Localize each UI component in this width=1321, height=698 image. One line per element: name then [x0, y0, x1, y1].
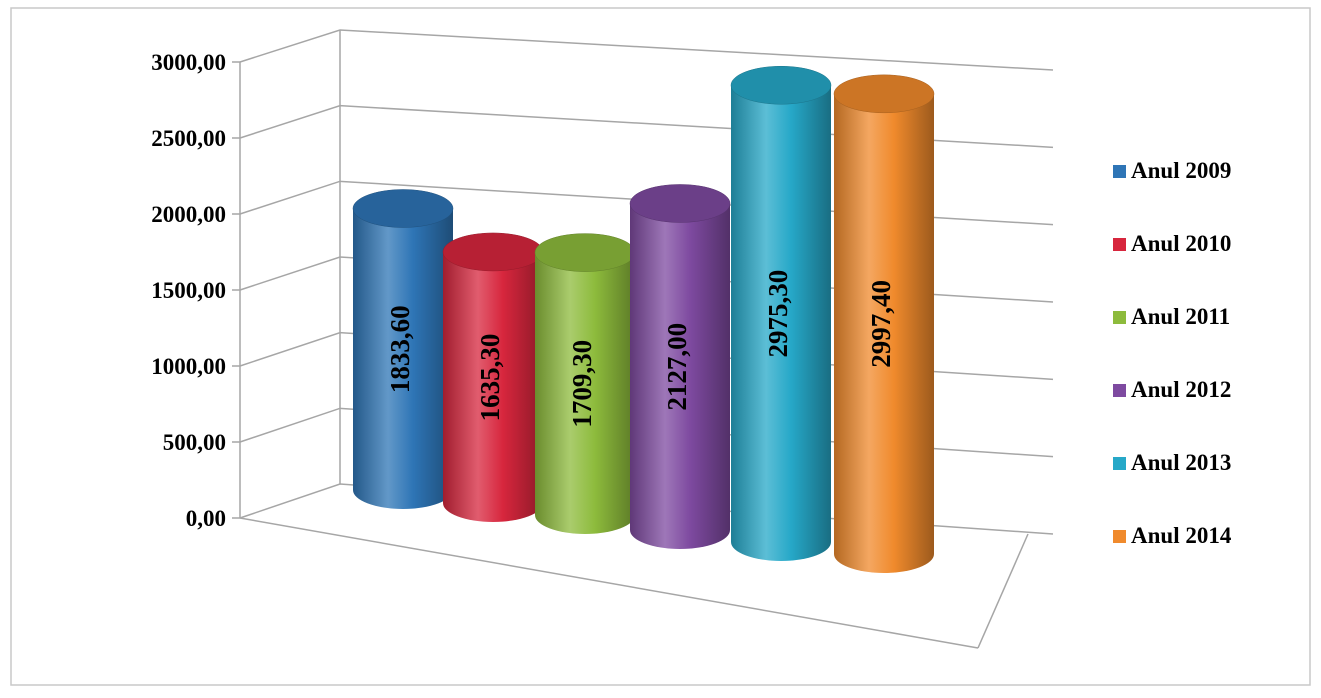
chart-border: [10, 7, 1311, 686]
legend-item: Anul 2009: [1113, 158, 1231, 183]
y-tick-label: 1500,00: [151, 278, 226, 303]
legend-label: Anul 2012: [1131, 377, 1231, 402]
cylinder-top: [833, 74, 935, 114]
bars: 1833,60 1635,30 1709,30 2127,00 2975,30 2997,…: [352, 65, 935, 574]
data-label: 2975,30: [763, 270, 793, 358]
cylinder-top: [730, 65, 832, 105]
cylinder-body: [731, 85, 831, 561]
bar-anul-2010: 1635,30: [442, 232, 544, 523]
legend-item: Anul 2012: [1113, 377, 1231, 402]
data-label: 2127,00: [662, 323, 692, 411]
cylinder-top: [442, 232, 544, 272]
legend-swatch: [1113, 238, 1126, 251]
bar-anul-2014: 2997,40: [833, 74, 935, 574]
bar-anul-2011: 1709,30: [534, 233, 636, 534]
data-label: 2997,40: [866, 280, 896, 368]
legend-label: Anul 2011: [1131, 304, 1230, 329]
y-tick-label: 2500,00: [151, 126, 226, 151]
legend-label: Anul 2013: [1131, 450, 1231, 475]
cylinder-body: [443, 251, 543, 523]
bar-anul-2009: 1833,60: [352, 189, 454, 509]
legend-item: Anul 2013: [1113, 450, 1231, 475]
cylinder-body: [630, 203, 730, 550]
legend-swatch: [1113, 384, 1126, 397]
y-tick-label: 500,00: [163, 430, 226, 455]
legend-item: Anul 2010: [1113, 231, 1231, 256]
floor-front-edge: [239, 517, 979, 649]
data-label: 1833,60: [385, 305, 415, 393]
legend-item: Anul 2011: [1113, 304, 1230, 329]
bar-anul-2013: 2975,30: [730, 65, 832, 561]
legend-swatch: [1113, 165, 1126, 178]
legend-label: Anul 2014: [1131, 523, 1232, 548]
y-axis: 0,00 500,00 1000,00 1500,00 2000,00 2500,00 30…: [151, 50, 240, 531]
cylinder-body: [353, 208, 453, 509]
cylinder-top: [534, 233, 636, 272]
cylinder-body: [834, 93, 934, 574]
bar-anul-2012: 2127,00: [629, 184, 731, 550]
legend-swatch: [1113, 457, 1126, 470]
cylinder-top: [352, 189, 454, 228]
y-tick-label: 0,00: [186, 506, 226, 531]
gridline: [239, 29, 1054, 71]
legend-label: Anul 2010: [1131, 231, 1231, 256]
legend: Anul 2009 Anul 2010 Anul 2011 Anul 2012 Anul…: [1113, 158, 1232, 548]
y-tick-label: 2000,00: [151, 202, 226, 227]
data-label: 1635,30: [475, 334, 505, 422]
legend-swatch: [1113, 530, 1126, 543]
floor-right-edge: [977, 533, 1029, 649]
y-tick-label: 3000,00: [151, 50, 226, 75]
cylinder-body: [535, 252, 635, 534]
legend-label: Anul 2009: [1131, 158, 1231, 183]
y-tick-label: 1000,00: [151, 354, 226, 379]
legend-item: Anul 2014: [1113, 523, 1232, 548]
legend-swatch: [1113, 311, 1126, 324]
cylinder-top: [629, 184, 731, 223]
data-label: 1709,30: [567, 340, 597, 428]
